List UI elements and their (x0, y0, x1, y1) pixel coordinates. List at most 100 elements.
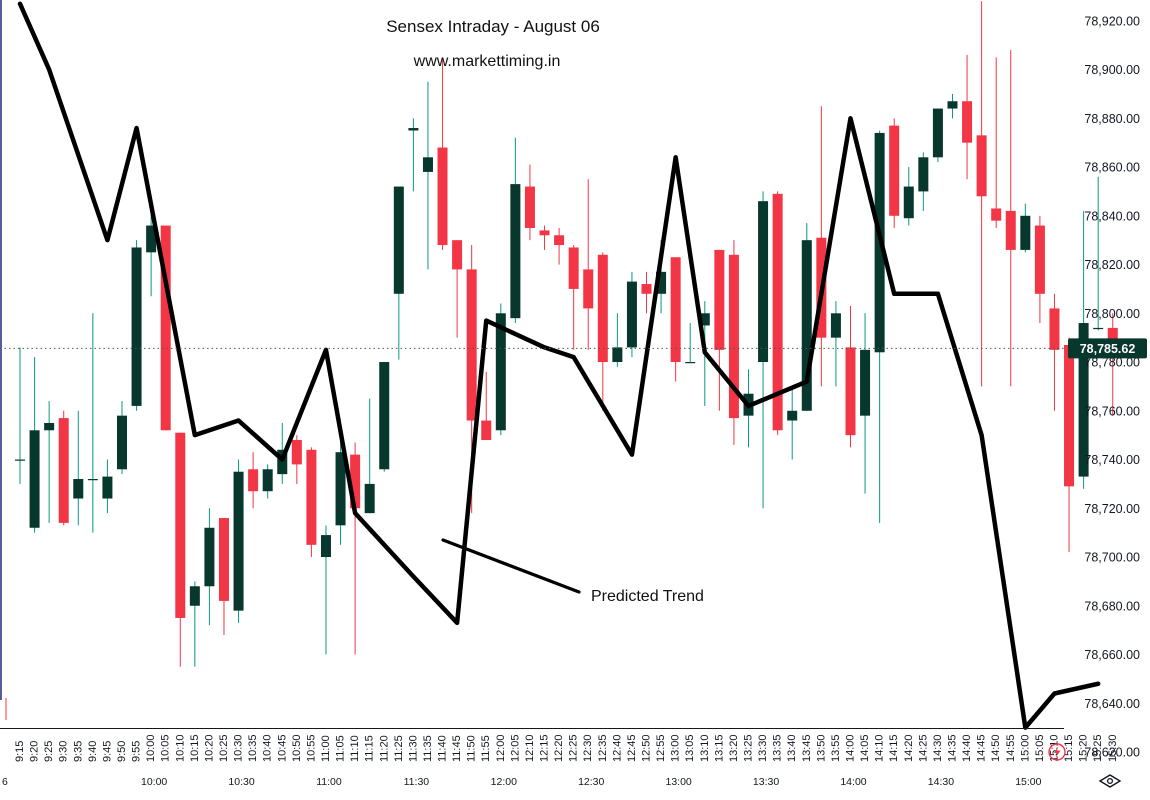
candle-body (699, 313, 710, 326)
candle (874, 130, 885, 523)
y-tick-label: 78,760.00 (1084, 404, 1140, 418)
x-tick-label: 10:35 (247, 734, 259, 762)
x-tick-label: 13:55 (830, 734, 842, 762)
candle (830, 301, 841, 387)
candle-body (1049, 308, 1060, 350)
x-tick-label: 11:10 (349, 735, 361, 762)
x-tick-label: 14:10 (874, 734, 886, 762)
y-tick-label: 78,820.00 (1084, 258, 1140, 272)
candle-body (1020, 215, 1031, 250)
x-tick-label: 12:40 (611, 734, 623, 762)
x-tick-label: 10:15 (189, 734, 201, 762)
candle-body (787, 410, 798, 421)
x-tick-label: 13:50 (815, 734, 827, 762)
x-tick-label: 11:45 (451, 735, 463, 762)
y-tick-label: 78,740.00 (1084, 453, 1140, 467)
candle-body (364, 483, 375, 514)
x-tick-label: 9:30 (58, 741, 70, 762)
x-tick-label: 11:15 (364, 735, 376, 762)
x-tick-label: 14:25 (917, 734, 929, 762)
candle-body (160, 225, 171, 431)
candle (976, 1, 987, 387)
candle (248, 452, 259, 509)
x-tick-label: 9:40 (87, 741, 99, 762)
x-tick-label: 12:25 (568, 734, 580, 762)
x-tick-label: 11:40 (437, 735, 449, 762)
candle-body (306, 449, 317, 545)
candle (1064, 337, 1075, 553)
y-tick-label: 78,700.00 (1084, 551, 1140, 565)
candle-body (670, 257, 681, 363)
x-tick-label: 10:50 (291, 734, 303, 762)
candle (131, 240, 142, 411)
candle (583, 179, 594, 350)
x-tick-label: 13:05 (684, 734, 696, 762)
candle (44, 401, 55, 523)
annotation-pointer (441, 538, 581, 594)
last-price-badge (1068, 338, 1147, 359)
candle-body (641, 284, 652, 294)
candle (218, 518, 229, 636)
candle (641, 271, 652, 314)
x-tick-label: 15:10 (1048, 734, 1060, 762)
left-edge-label: 6 (2, 776, 8, 788)
x-tick-label: 13:40 (786, 734, 798, 762)
candle (758, 191, 769, 509)
settings-icon[interactable] (1098, 774, 1122, 788)
candle-body (408, 128, 419, 131)
x-major-time-label: 14:00 (840, 776, 866, 788)
candle-body (379, 362, 390, 470)
candle (685, 323, 696, 364)
candle-body (452, 240, 463, 270)
candle (146, 210, 157, 297)
candle-body (73, 479, 84, 499)
x-major-time-label: 10:30 (228, 776, 254, 788)
x-tick-label: 12:55 (655, 734, 667, 762)
y-tick-label: 78,640.00 (1084, 697, 1140, 711)
candle (204, 508, 215, 626)
x-major-time-label: 13:00 (666, 776, 692, 788)
candle-body (291, 440, 302, 465)
y-tick-label: 78,860.00 (1084, 161, 1140, 175)
candle-body (801, 240, 812, 411)
x-tick-label: 9:50 (116, 741, 128, 762)
candle (364, 398, 375, 514)
x-tick-label: 14:35 (946, 734, 958, 762)
x-tick-label: 14:05 (859, 734, 871, 762)
x-tick-label: 14:20 (903, 734, 915, 762)
candle (991, 57, 1002, 228)
candle-body (991, 208, 1002, 221)
candle (947, 93, 958, 119)
candle-body (524, 186, 535, 228)
candle (393, 186, 404, 360)
x-major-time-label: 11:00 (316, 776, 342, 788)
chart-title: Sensex Intraday - August 06 (386, 17, 600, 36)
candle (160, 225, 171, 431)
x-tick-label: 12:15 (539, 734, 551, 762)
x-tick-label: 9:15 (14, 741, 26, 762)
candle (524, 164, 535, 241)
candle-body (597, 254, 608, 363)
candle-body (1034, 225, 1045, 294)
candle-body (1064, 344, 1075, 487)
candle (102, 459, 113, 514)
candle (539, 225, 550, 250)
candle-body (175, 432, 186, 618)
candle-body (320, 535, 331, 558)
candle-body (218, 518, 229, 601)
x-tick-label: 9:35 (72, 741, 84, 762)
predicted-trend-layer (17, 1, 1101, 730)
candle (816, 106, 827, 387)
candle (554, 227, 565, 265)
candle (889, 118, 900, 228)
y-tick-label: 78,680.00 (1084, 599, 1140, 613)
candle-body (947, 101, 958, 109)
x-tick-label: 13:20 (728, 734, 740, 762)
y-tick-label: 78,660.00 (1084, 648, 1140, 662)
y-tick-label: 78,780.00 (1084, 356, 1140, 370)
x-tick-label: 10:25 (218, 734, 230, 762)
x-tick-label: 10:40 (262, 734, 274, 762)
candle (306, 447, 317, 558)
candle (58, 410, 69, 526)
x-tick-label: 13:45 (801, 734, 813, 762)
